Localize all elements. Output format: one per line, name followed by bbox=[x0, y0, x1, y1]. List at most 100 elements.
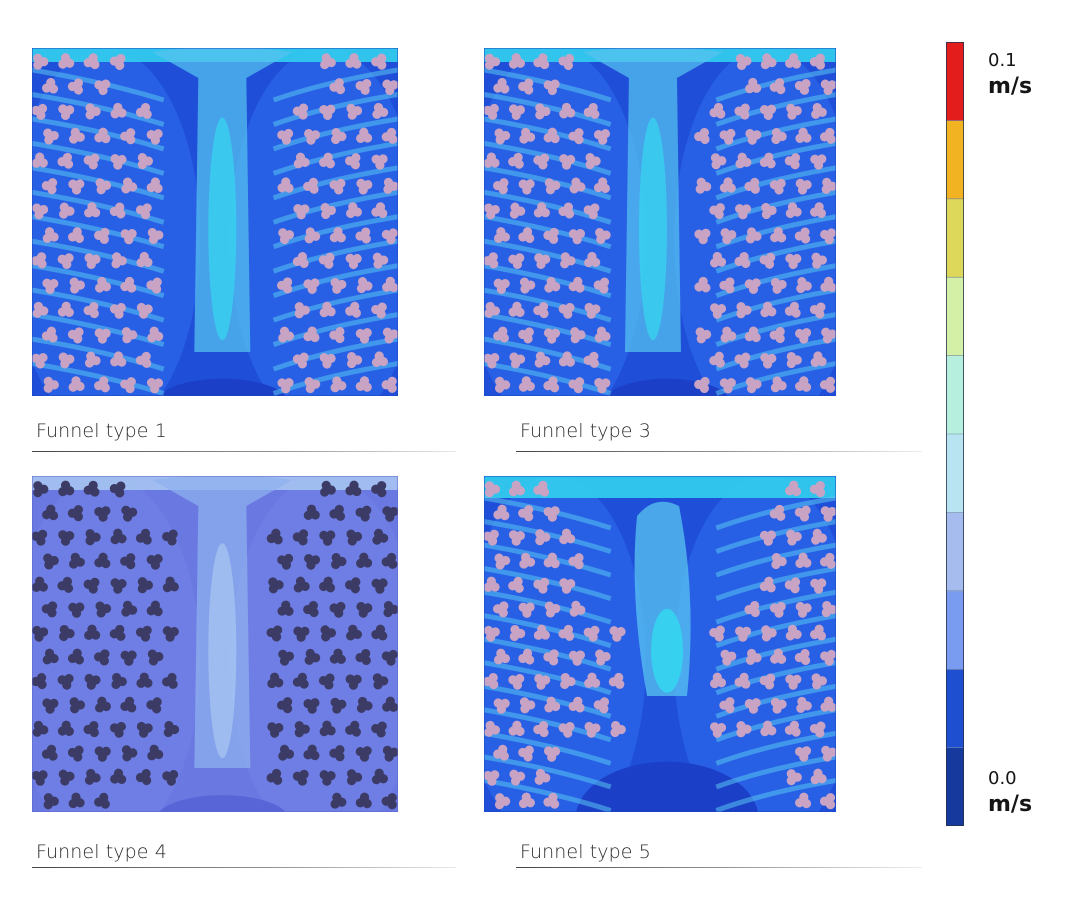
colorbar-level bbox=[946, 512, 964, 592]
fiber bbox=[744, 177, 760, 194]
fiber bbox=[809, 53, 826, 70]
fiber bbox=[277, 600, 294, 616]
fiber bbox=[356, 127, 373, 143]
colorbar-min-value: 0.0 bbox=[988, 768, 1017, 789]
fiber bbox=[694, 127, 710, 145]
fiber bbox=[94, 649, 110, 666]
fiber bbox=[784, 301, 801, 318]
fiber bbox=[811, 528, 827, 545]
fiber bbox=[83, 577, 100, 594]
fiber bbox=[95, 601, 112, 618]
fiber bbox=[293, 152, 310, 169]
fiber bbox=[734, 672, 751, 689]
fiber bbox=[593, 129, 610, 145]
fiber bbox=[356, 277, 373, 294]
fiber bbox=[821, 601, 836, 618]
colorbar-level bbox=[946, 355, 964, 435]
fiber bbox=[518, 376, 535, 392]
fiber bbox=[595, 227, 611, 245]
fiber bbox=[543, 127, 560, 144]
fiber bbox=[559, 154, 576, 170]
fiber bbox=[493, 601, 509, 618]
fiber bbox=[770, 227, 787, 243]
fiber bbox=[32, 720, 49, 737]
fiber bbox=[736, 721, 752, 738]
fiber bbox=[32, 103, 48, 120]
flow-streak bbox=[715, 336, 836, 372]
fiber bbox=[535, 529, 551, 546]
fiber bbox=[57, 720, 74, 736]
fiber bbox=[518, 648, 535, 665]
fiber bbox=[533, 302, 549, 319]
fiber bbox=[519, 127, 536, 144]
fiber bbox=[559, 578, 576, 594]
fiber bbox=[534, 768, 551, 785]
fiber bbox=[331, 128, 347, 145]
colorbar-level bbox=[946, 277, 964, 357]
fiber bbox=[67, 227, 84, 243]
fiber bbox=[33, 481, 49, 498]
fiber bbox=[109, 481, 126, 498]
fiber bbox=[110, 351, 127, 367]
stagnation-zone bbox=[576, 761, 758, 812]
fiber bbox=[710, 251, 727, 268]
fiber bbox=[719, 378, 736, 394]
fiber bbox=[560, 252, 576, 269]
fiber bbox=[543, 746, 561, 762]
fiber bbox=[33, 53, 49, 70]
fiber bbox=[135, 769, 152, 786]
fiber bbox=[794, 648, 811, 666]
fiber bbox=[484, 152, 500, 168]
fiber bbox=[84, 351, 101, 368]
fiber bbox=[795, 552, 812, 568]
fiber bbox=[484, 529, 499, 546]
fiber bbox=[43, 128, 59, 145]
flow-streak bbox=[484, 613, 612, 649]
fiber bbox=[277, 378, 294, 394]
fiber bbox=[146, 129, 163, 145]
fiber bbox=[94, 792, 110, 809]
fiber bbox=[383, 177, 398, 194]
fiber bbox=[110, 154, 127, 170]
fiber bbox=[329, 178, 346, 195]
fiber bbox=[94, 127, 111, 144]
fiber bbox=[109, 624, 126, 641]
colorbar-min-label: 0.0 m/s bbox=[988, 766, 1032, 818]
fiber bbox=[278, 228, 295, 245]
fiber bbox=[519, 277, 536, 294]
fiber bbox=[694, 276, 711, 293]
fiber bbox=[347, 351, 363, 369]
fiber bbox=[710, 153, 727, 170]
fiber bbox=[146, 177, 163, 194]
fiber bbox=[508, 673, 525, 690]
fiber bbox=[759, 104, 777, 120]
fiber bbox=[147, 649, 164, 666]
fiber bbox=[32, 301, 49, 318]
fiber bbox=[278, 326, 295, 343]
fiber bbox=[304, 377, 321, 394]
fiber bbox=[735, 152, 752, 169]
fiber bbox=[381, 552, 398, 569]
fiber bbox=[484, 252, 499, 269]
flow-streak bbox=[272, 165, 398, 201]
fiber bbox=[508, 576, 524, 593]
fiber bbox=[57, 253, 74, 270]
flow-streak bbox=[484, 660, 612, 696]
fiber bbox=[304, 553, 321, 570]
fiber bbox=[769, 78, 786, 95]
flow-streak bbox=[272, 67, 398, 103]
fiber bbox=[694, 376, 710, 394]
fiber bbox=[760, 720, 777, 737]
flow-streak bbox=[272, 116, 398, 152]
fiber bbox=[494, 376, 511, 393]
fiber bbox=[135, 102, 152, 119]
fiber bbox=[534, 351, 551, 368]
fiber bbox=[583, 102, 600, 119]
fiber bbox=[695, 327, 712, 344]
fiber bbox=[784, 153, 801, 170]
fiber bbox=[43, 553, 59, 570]
fiber bbox=[42, 648, 59, 665]
fiber bbox=[508, 480, 525, 497]
flow-streak bbox=[484, 140, 612, 176]
fiber bbox=[109, 53, 126, 71]
